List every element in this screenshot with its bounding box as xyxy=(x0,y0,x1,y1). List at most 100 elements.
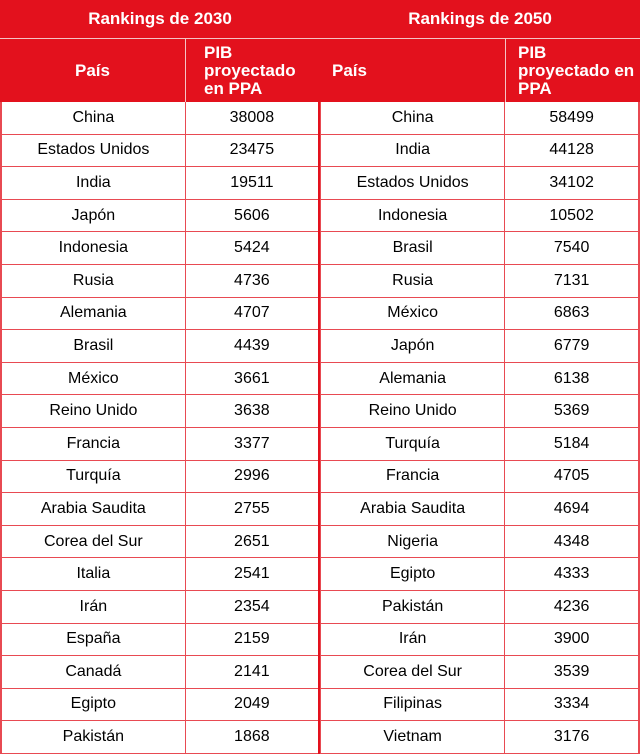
country-cell: India xyxy=(2,167,186,199)
country-cell: Brasil xyxy=(321,232,506,264)
gdp-value-cell: 58499 xyxy=(549,108,594,126)
table-row: Nigeria 4348 xyxy=(321,525,638,559)
table-row: Filipinas 3334 xyxy=(321,688,638,722)
table-row: Vietnam 3176 xyxy=(321,721,638,754)
table-row: Irán 2354 xyxy=(2,590,318,624)
table-2030: Rankings de 2030 País PIB proyectado en … xyxy=(0,0,320,754)
table-row: Arabia Saudita 4694 xyxy=(321,493,638,526)
column-header-country-2050: País xyxy=(320,39,506,102)
gdp-value-cell: 5369 xyxy=(553,402,590,420)
gdp-value-cell: 2755 xyxy=(234,499,270,517)
gdp-value-cell: 3377 xyxy=(234,434,270,452)
table-row: España 2159 xyxy=(2,623,318,657)
gdp-value-cell: 10502 xyxy=(549,206,594,224)
table-row: Alemania 6138 xyxy=(321,362,638,396)
gdp-value-cell: 7540 xyxy=(553,239,590,257)
country-cell: Irán xyxy=(321,623,506,656)
country-cell: Alemania xyxy=(321,362,506,395)
country-cell: Pakistán xyxy=(2,721,186,753)
table-row: Pakistán 4236 xyxy=(321,590,638,624)
country-cell: Pakistán xyxy=(321,590,506,623)
table-row: Japón 5606 xyxy=(2,199,318,233)
column-header-country-2030: País xyxy=(0,39,186,102)
gdp-value-cell: 2996 xyxy=(234,467,270,485)
country-cell: Egipto xyxy=(321,558,506,590)
gdp-value-cell: 34102 xyxy=(549,173,594,191)
gdp-value-cell: 3900 xyxy=(553,630,590,648)
table-row: Turquía 2996 xyxy=(2,460,318,494)
gdp-value-cell: 5424 xyxy=(234,239,270,257)
gdp-value-cell: 23475 xyxy=(229,141,275,159)
gdp-value-cell: 6138 xyxy=(553,369,590,387)
country-cell: Indonesia xyxy=(321,199,506,232)
table-row: Brasil 7540 xyxy=(321,232,638,265)
gdp-value-cell: 1868 xyxy=(234,728,270,746)
table-row: Indonesia 10502 xyxy=(321,199,638,233)
gdp-value-cell: 3638 xyxy=(234,402,270,420)
table-row: Reino Unido 5369 xyxy=(321,395,638,428)
table-row: Reino Unido 3638 xyxy=(2,395,318,428)
gdp-value-cell: 3176 xyxy=(553,728,590,746)
table-title-2050: Rankings de 2050 xyxy=(320,0,640,38)
country-cell: Turquía xyxy=(321,427,506,460)
country-cell: Francia xyxy=(2,427,186,460)
table-row: Turquía 5184 xyxy=(321,427,638,461)
country-cell: Filipinas xyxy=(321,688,506,721)
country-cell: Brasil xyxy=(2,330,186,362)
table-row: Alemania 4707 xyxy=(2,297,318,331)
country-cell: Estados Unidos xyxy=(321,167,506,199)
country-cell: Estados Unidos xyxy=(2,134,186,167)
table-row: Rusia 4736 xyxy=(2,264,318,298)
country-cell: Rusia xyxy=(2,264,186,297)
country-cell: India xyxy=(321,134,506,167)
gdp-value-cell: 6779 xyxy=(553,336,590,354)
rows-2030: China 38008 Estados Unidos 23475 India 19511 J… xyxy=(0,102,320,754)
country-cell: Japón xyxy=(321,330,506,362)
country-cell: Nigeria xyxy=(321,525,506,558)
gdp-value-cell: 4439 xyxy=(234,336,270,354)
gdp-value-cell: 2159 xyxy=(234,630,270,648)
country-cell: Corea del Sur xyxy=(2,525,186,558)
table-row: Francia 3377 xyxy=(2,427,318,461)
gdp-value-cell: 5606 xyxy=(234,206,270,224)
country-cell: Vietnam xyxy=(321,721,506,753)
gdp-value-cell: 2141 xyxy=(234,662,270,680)
gdp-value-cell: 38008 xyxy=(229,108,275,126)
gdp-value-cell: 44128 xyxy=(549,141,594,159)
table-row: Estados Unidos 34102 xyxy=(321,167,638,200)
country-cell: Rusia xyxy=(321,264,506,297)
gdp-value-cell: 6863 xyxy=(553,304,590,322)
gdp-value-cell: 4333 xyxy=(553,565,590,583)
country-cell: México xyxy=(2,362,186,395)
header-row-2050: País PIB proyectado en PPA xyxy=(320,38,640,102)
gdp-value-cell: 4694 xyxy=(553,499,590,517)
table-row: Egipto 4333 xyxy=(321,558,638,591)
table-row: Japón 6779 xyxy=(321,330,638,363)
country-cell: Irán xyxy=(2,590,186,623)
gdp-value-cell: 3334 xyxy=(553,695,590,713)
country-cell: Indonesia xyxy=(2,232,186,264)
country-cell: Corea del Sur xyxy=(321,656,506,688)
gdp-value-cell: 3539 xyxy=(553,662,590,680)
country-cell: España xyxy=(2,623,186,656)
gdp-value-cell: 4236 xyxy=(553,597,590,615)
gdp-value-cell: 5184 xyxy=(553,434,590,452)
country-cell: Italia xyxy=(2,558,186,590)
table-row: India 19511 xyxy=(2,167,318,200)
table-row: Pakistán 1868 xyxy=(2,721,318,754)
gdp-value-cell: 7131 xyxy=(553,271,590,289)
table-row: India 44128 xyxy=(321,134,638,168)
gdp-value-cell: 4705 xyxy=(553,467,590,485)
table-row: Brasil 4439 xyxy=(2,330,318,363)
country-cell: Alemania xyxy=(2,297,186,330)
rows-2050: China 58499 India 44128 Estados Unidos 34102 I… xyxy=(320,102,640,754)
table-row: México 6863 xyxy=(321,297,638,331)
table-row: Egipto 2049 xyxy=(2,688,318,722)
country-cell: Arabia Saudita xyxy=(321,493,506,525)
gdp-value-cell: 2354 xyxy=(234,597,270,615)
country-cell: Canadá xyxy=(2,656,186,688)
country-cell: México xyxy=(321,297,506,330)
gdp-value-cell: 19511 xyxy=(230,173,274,191)
country-cell: Reino Unido xyxy=(321,395,506,427)
